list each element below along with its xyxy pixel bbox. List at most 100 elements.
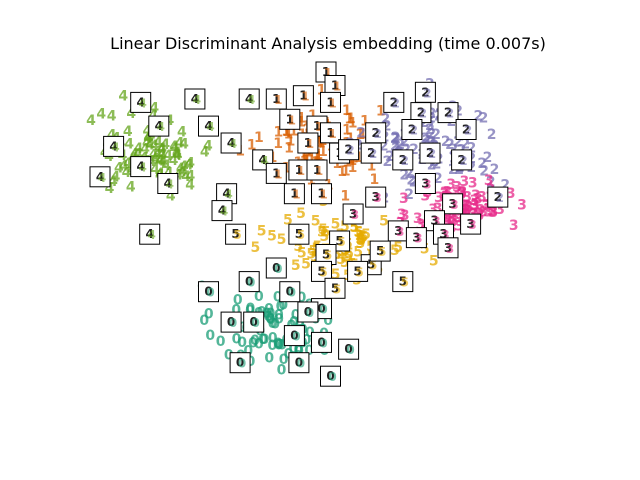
digit-thumbnail-2: 22 xyxy=(455,119,477,140)
thumbnail-digit-overlay: 3 xyxy=(396,225,404,239)
digit-point-0: 0 xyxy=(304,343,314,359)
digit-point-2: 2 xyxy=(490,162,500,178)
thumbnail-digit-overlay: 1 xyxy=(315,120,323,134)
thumbnail-digit-overlay: 0 xyxy=(306,306,314,320)
digit-point-4: 4 xyxy=(203,139,213,155)
thumbnail-digit: 3 xyxy=(444,241,452,255)
thumbnail-digit-overlay: 3 xyxy=(441,228,449,242)
digit-thumbnail-4: 44 xyxy=(211,200,233,222)
thumbnail-frame xyxy=(148,115,170,137)
thumbnail-frame xyxy=(369,240,391,262)
digit-point-0: 0 xyxy=(268,316,278,332)
digit-point-4: 4 xyxy=(86,113,96,129)
thumbnail-digit-overlay: 2 xyxy=(401,154,409,168)
thumbnail-digit: 3 xyxy=(421,177,429,191)
digit-point-2: 2 xyxy=(395,137,405,153)
digit-point-5: 5 xyxy=(356,236,366,252)
digit-point-3: 3 xyxy=(452,180,462,196)
thumbnail-digit-overlay: 0 xyxy=(252,316,260,330)
digit-point-2: 2 xyxy=(500,178,510,194)
digit-point-3: 3 xyxy=(489,205,499,221)
digit-thumbnail-5: 55 xyxy=(392,271,414,293)
digit-point-2: 2 xyxy=(382,119,392,135)
digit-thumbnail-2: 22 xyxy=(487,186,509,208)
digit-point-5: 5 xyxy=(296,206,306,222)
digit-point-5: 5 xyxy=(356,233,366,249)
digit-point-2: 2 xyxy=(432,157,442,173)
digit-thumbnail-1: 11 xyxy=(279,108,301,130)
digit-point-0: 0 xyxy=(279,352,289,368)
thumbnail-frame xyxy=(103,135,125,157)
thumbnail-digit-overlay: 2 xyxy=(446,107,454,121)
thumbnail-frame xyxy=(279,281,301,303)
digit-point-0: 0 xyxy=(264,309,274,325)
thumbnail-frame xyxy=(220,311,242,333)
digit-point-1: 1 xyxy=(341,163,351,179)
digit-point-3: 3 xyxy=(470,199,480,215)
digit-point-4: 4 xyxy=(153,135,163,151)
digit-thumbnail-0: 00 xyxy=(288,352,310,374)
digit-point-4: 4 xyxy=(126,180,136,196)
digit-point-0: 0 xyxy=(270,316,280,332)
digit-point-4: 4 xyxy=(144,130,154,146)
thumbnail-digit-overlay: 5 xyxy=(319,265,327,279)
digit-point-5: 5 xyxy=(355,229,365,245)
digit-point-3: 3 xyxy=(509,218,519,234)
thumbnail-digit-overlay: 1 xyxy=(292,188,300,202)
thumbnail-digit-overlay: 4 xyxy=(139,96,147,110)
thumbnail-digit: 4 xyxy=(245,92,253,106)
digit-point-3: 3 xyxy=(488,204,498,220)
thumbnail-digit: 2 xyxy=(408,123,416,137)
thumbnail-digit: 2 xyxy=(390,95,398,109)
digit-point-3: 3 xyxy=(478,205,488,221)
digit-thumbnail-0: 00 xyxy=(238,271,260,293)
thumbnail-digit-overlay: 2 xyxy=(392,96,400,110)
thumbnail-frame xyxy=(288,223,310,245)
digit-point-1: 1 xyxy=(247,138,257,154)
thumbnail-digit-overlay: 1 xyxy=(274,167,282,181)
digit-point-4: 4 xyxy=(104,149,114,165)
digit-point-1: 1 xyxy=(318,144,328,160)
digit-point-4: 4 xyxy=(151,152,161,168)
digit-point-1: 1 xyxy=(313,150,323,166)
thumbnail-frame xyxy=(442,193,464,215)
digit-point-2: 2 xyxy=(461,137,471,153)
digit-point-2: 2 xyxy=(425,118,435,134)
digit-point-1: 1 xyxy=(299,149,309,165)
thumbnail-digit-overlay: 2 xyxy=(459,154,467,168)
thumbnail-digit: 1 xyxy=(286,112,294,126)
digit-point-5: 5 xyxy=(350,220,360,236)
thumbnail-digit-overlay: 0 xyxy=(319,336,327,350)
thumbnail-digit: 4 xyxy=(227,136,235,150)
digit-point-2: 2 xyxy=(474,109,484,125)
digit-point-4: 4 xyxy=(184,157,194,173)
thumbnail-frame xyxy=(184,88,206,110)
digit-point-0: 0 xyxy=(295,316,305,332)
thumbnail-digit-overlay: 1 xyxy=(328,96,336,110)
thumbnail-frame xyxy=(130,156,152,178)
thumbnail-digit-overlay: 3 xyxy=(446,242,454,256)
digit-point-1: 1 xyxy=(346,131,356,147)
thumbnail-frame xyxy=(89,166,111,188)
digit-thumbnail-5: 55 xyxy=(225,223,247,245)
digit-point-3: 3 xyxy=(459,202,469,218)
thumbnail-digit: 5 xyxy=(399,275,407,289)
thumbnail-digit: 0 xyxy=(250,315,258,329)
thumbnail-digit-overlay: 1 xyxy=(306,137,314,151)
digit-point-3: 3 xyxy=(484,173,494,189)
digit-point-4: 4 xyxy=(143,131,153,147)
digit-thumbnail-1: 11 xyxy=(283,183,305,205)
digit-point-1: 1 xyxy=(360,113,370,129)
digit-point-0: 0 xyxy=(305,325,315,341)
thumbnail-digit-overlay: 2 xyxy=(410,124,418,138)
thumbnail-frame xyxy=(338,338,360,360)
digit-point-3: 3 xyxy=(416,217,426,233)
thumbnail-frame xyxy=(437,102,459,124)
thumbnail-frame xyxy=(460,213,482,235)
digit-thumbnail-1: 11 xyxy=(288,159,310,181)
digit-point-0: 0 xyxy=(264,301,274,317)
digit-point-1: 1 xyxy=(312,147,322,163)
thumbnail-frame xyxy=(487,186,509,208)
digit-point-2: 2 xyxy=(477,156,487,172)
digit-point-5: 5 xyxy=(344,246,354,262)
